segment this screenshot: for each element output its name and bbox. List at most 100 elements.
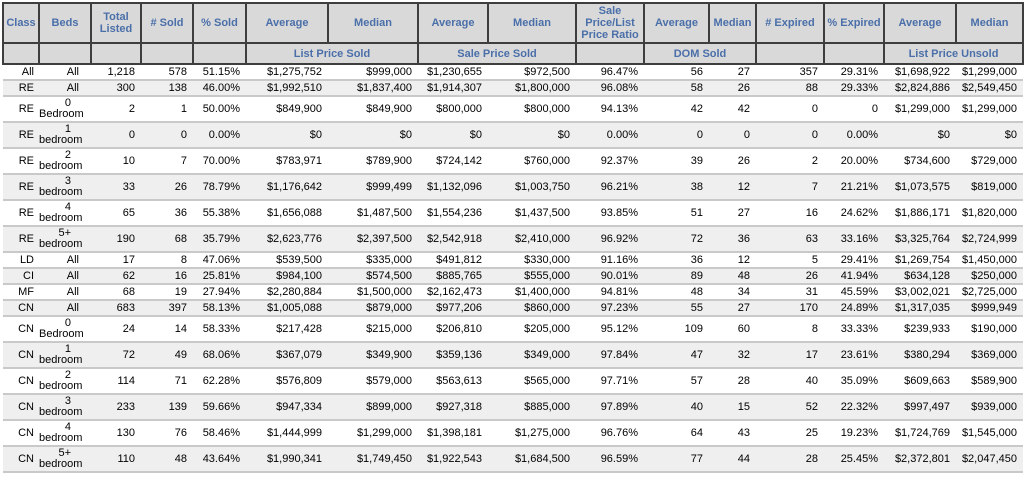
cell-pct-sold: 46.00% — [193, 79, 246, 96]
cell-num-expired: 0 — [756, 121, 824, 148]
cell-avg-list-price-unsold: $3,002,021 — [884, 283, 956, 300]
cell-avg-dom: 64 — [644, 419, 709, 446]
cell-avg-list-price-sold: $2,623,776 — [246, 225, 328, 252]
cell-num-expired: 28 — [756, 445, 824, 473]
cell-avg-sale-price-sold: $1,922,543 — [418, 445, 488, 473]
column-header-avg-list-price-sold: Average — [245, 2, 329, 44]
header-row-groups: List Price Sold Sale Price Sold DOM Sold… — [2, 42, 1024, 65]
cell-med-sale-price-sold: $885,000 — [488, 393, 576, 420]
cell-sale-list-ratio: 96.08% — [576, 79, 644, 96]
cell-pct-expired: 19.23% — [824, 419, 884, 446]
cell-beds: 0 Bedroom — [39, 95, 91, 122]
cell-avg-dom: 42 — [644, 95, 709, 122]
cell-pct-expired: 0 — [824, 95, 884, 122]
table-row: RE 5+ bedroom 190 68 35.79% $2,623,776 $2… — [3, 225, 1023, 252]
cell-num-sold: 49 — [141, 341, 193, 368]
beds-count: All — [66, 285, 79, 298]
cell-med-sale-price-sold: $800,000 — [488, 95, 576, 122]
cell-num-expired: 5 — [756, 251, 824, 268]
cell-avg-list-price-unsold: $1,886,171 — [884, 199, 956, 226]
cell-avg-sale-price-sold: $1,132,096 — [418, 173, 488, 200]
cell-pct-sold: 27.94% — [193, 283, 246, 300]
column-header-avg-dom: Average — [643, 2, 710, 44]
cell-avg-list-price-sold: $217,428 — [246, 315, 328, 342]
header-blank-total-listed — [90, 42, 142, 65]
cell-num-expired: 25 — [756, 419, 824, 446]
cell-num-expired: 16 — [756, 199, 824, 226]
cell-med-list-price-sold: $1,837,400 — [328, 79, 418, 96]
cell-class: RE — [3, 199, 39, 226]
cell-avg-list-price-sold: $984,100 — [246, 267, 328, 284]
cell-med-dom: 26 — [709, 147, 756, 174]
cell-pct-expired: 25.45% — [824, 445, 884, 473]
cell-pct-expired: 0.00% — [824, 121, 884, 148]
cell-pct-sold: 55.38% — [193, 199, 246, 226]
cell-med-sale-price-sold: $349,000 — [488, 341, 576, 368]
cell-num-expired: 8 — [756, 315, 824, 342]
cell-beds: All — [39, 251, 91, 268]
cell-sale-list-ratio: 96.76% — [576, 419, 644, 446]
cell-pct-expired: 20.00% — [824, 147, 884, 174]
beds-count: 4 — [64, 201, 71, 213]
cell-pct-sold: 58.46% — [193, 419, 246, 446]
cell-total-listed: 190 — [91, 225, 141, 252]
column-header-beds: Beds — [38, 2, 92, 44]
cell-med-list-price-sold: $849,900 — [328, 95, 418, 122]
cell-med-dom: 27 — [709, 199, 756, 226]
cell-avg-list-price-unsold: $1,269,754 — [884, 251, 956, 268]
cell-sale-list-ratio: 94.13% — [576, 95, 644, 122]
cell-avg-sale-price-sold: $724,142 — [418, 147, 488, 174]
cell-med-list-price-unsold: $1,299,000 — [956, 63, 1023, 80]
cell-med-list-price-unsold: $1,820,000 — [956, 199, 1023, 226]
beds-count: All — [66, 301, 79, 314]
cell-pct-expired: 29.31% — [824, 63, 884, 80]
cell-avg-list-price-unsold: $1,317,035 — [884, 299, 956, 316]
cell-total-listed: 17 — [91, 251, 141, 268]
cell-num-sold: 16 — [141, 267, 193, 284]
cell-med-list-price-unsold: $0 — [956, 121, 1023, 148]
cell-med-list-price-unsold: $1,299,000 — [956, 95, 1023, 122]
cell-class: CN — [3, 341, 39, 368]
cell-num-expired: 170 — [756, 299, 824, 316]
cell-total-listed: 683 — [91, 299, 141, 316]
cell-med-list-price-sold: $574,500 — [328, 267, 418, 284]
cell-num-expired: 88 — [756, 79, 824, 96]
cell-pct-expired: 29.41% — [824, 251, 884, 268]
cell-sale-list-ratio: 92.37% — [576, 147, 644, 174]
cell-pct-sold: 25.81% — [193, 267, 246, 284]
cell-pct-expired: 33.33% — [824, 315, 884, 342]
cell-med-list-price-sold: $349,900 — [328, 341, 418, 368]
cell-num-sold: 139 — [141, 393, 193, 420]
beds-count: 4 — [64, 421, 71, 433]
cell-avg-list-price-unsold: $997,497 — [884, 393, 956, 420]
table-row: CN All 683 397 58.13% $1,005,088 $879,00… — [3, 299, 1023, 316]
cell-avg-list-price-unsold: $634,128 — [884, 267, 956, 284]
cell-med-list-price-unsold: $1,545,000 — [956, 419, 1023, 446]
cell-med-list-price-sold: $579,000 — [328, 367, 418, 394]
cell-pct-sold: 47.06% — [193, 251, 246, 268]
cell-class: CN — [3, 315, 39, 342]
cell-med-list-price-unsold: $819,000 — [956, 173, 1023, 200]
cell-med-dom: 42 — [709, 95, 756, 122]
cell-total-listed: 114 — [91, 367, 141, 394]
cell-pct-expired: 21.21% — [824, 173, 884, 200]
beds-count: 3 — [64, 395, 71, 407]
beds-word: bedroom — [39, 458, 83, 470]
cell-class: RE — [3, 147, 39, 174]
cell-med-sale-price-sold: $330,000 — [488, 251, 576, 268]
header-blank-class — [2, 42, 40, 65]
beds-count: 1 — [64, 123, 71, 135]
beds-word: bedroom — [39, 160, 83, 172]
cell-avg-list-price-unsold: $1,073,575 — [884, 173, 956, 200]
column-header-total-listed: Total Listed — [90, 2, 142, 44]
cell-num-sold: 76 — [141, 419, 193, 446]
column-header-num-expired: # Expired — [755, 2, 825, 44]
cell-beds: 4 bedroom — [39, 199, 91, 226]
cell-med-list-price-unsold: $190,000 — [956, 315, 1023, 342]
cell-class: CN — [3, 299, 39, 316]
cell-sale-list-ratio: 95.12% — [576, 315, 644, 342]
cell-avg-dom: 0 — [644, 121, 709, 148]
table-row: CN 3 bedroom 233 139 59.66% $947,334 $899… — [3, 393, 1023, 420]
cell-avg-list-price-sold: $2,280,884 — [246, 283, 328, 300]
